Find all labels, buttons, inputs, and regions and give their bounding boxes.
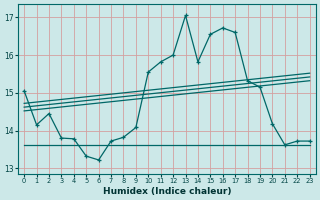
X-axis label: Humidex (Indice chaleur): Humidex (Indice chaleur) — [103, 187, 231, 196]
